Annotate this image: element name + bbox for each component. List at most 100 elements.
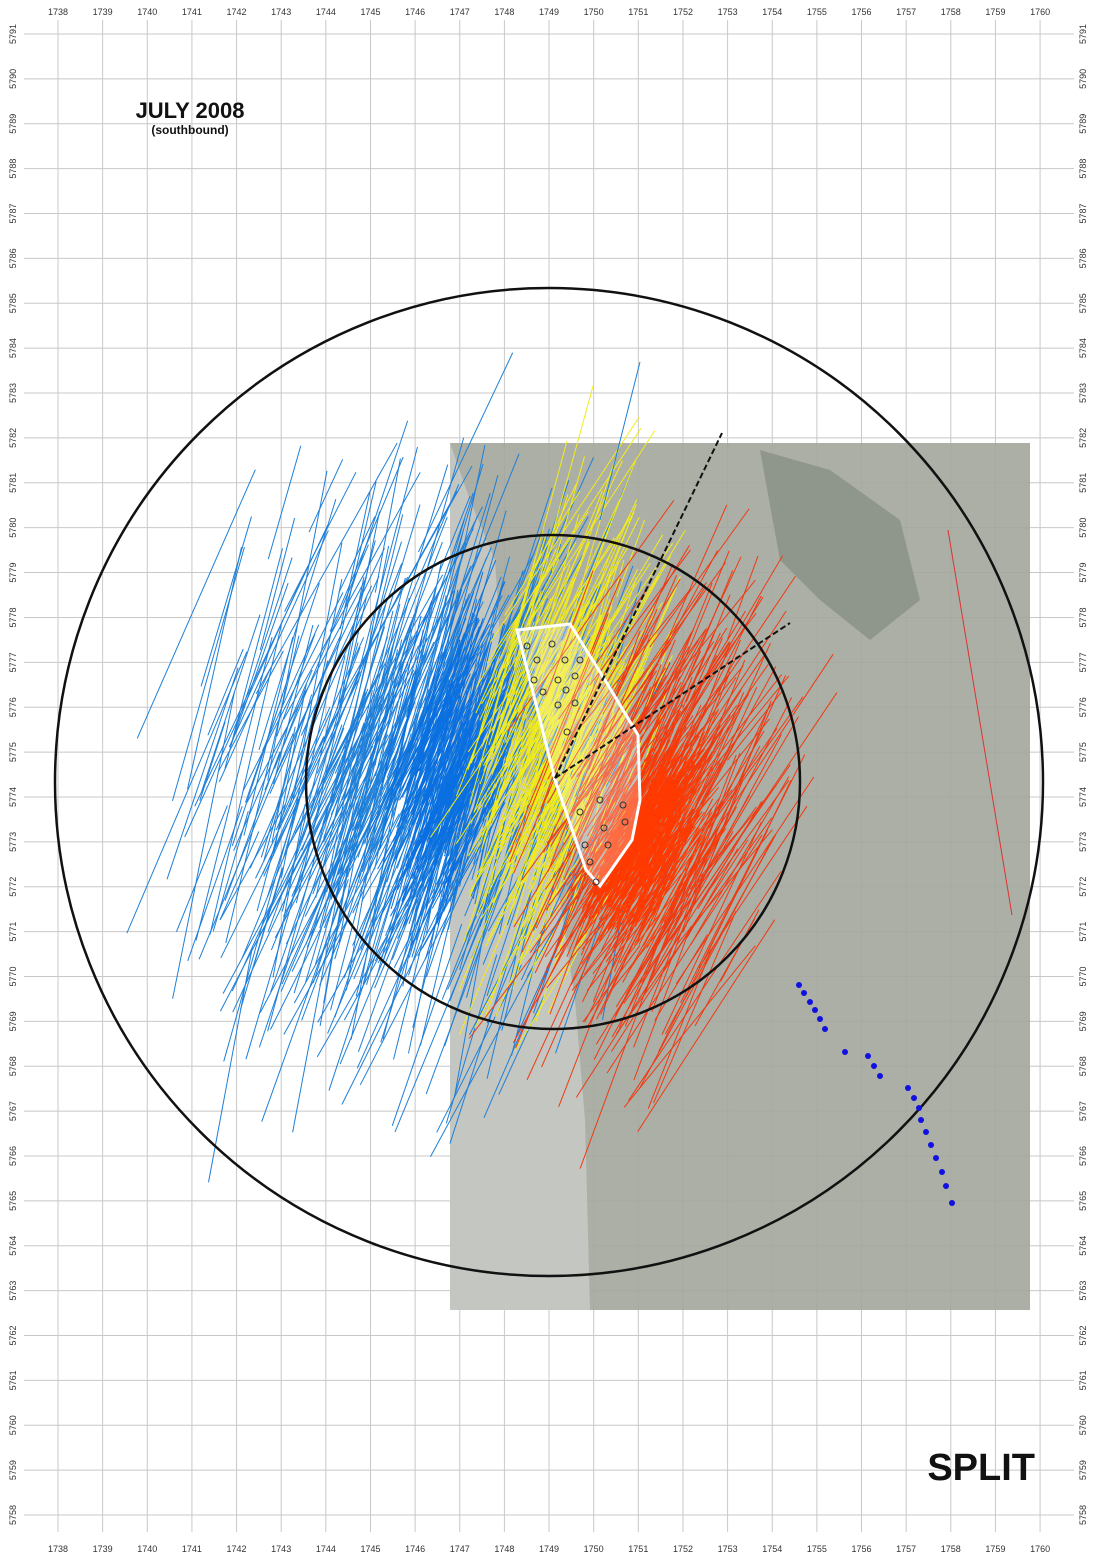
path-point xyxy=(877,1073,883,1079)
title: JULY 2008 xyxy=(136,98,245,123)
x-tick-label: 1745 xyxy=(360,7,380,17)
x-tick-label: 1752 xyxy=(673,7,693,17)
x-tick-label: 1741 xyxy=(182,7,202,17)
y-tick-label: 5788 xyxy=(8,159,18,179)
y-tick-label: 5791 xyxy=(8,24,18,44)
map: 1738 1738 1739 1739 1740 1740 1741 1741 1742 1742… xyxy=(0,0,1096,1559)
y-tick-label: 5791 xyxy=(1078,24,1088,44)
y-tick-label: 5777 xyxy=(8,652,18,672)
path-point xyxy=(928,1142,934,1148)
x-tick-label: 1740 xyxy=(137,7,157,17)
x-tick-label: 1759 xyxy=(985,7,1005,17)
x-tick-label: 1755 xyxy=(807,1544,827,1554)
y-tick-label: 5781 xyxy=(8,473,18,493)
track xyxy=(255,737,323,879)
y-tick-label: 5779 xyxy=(8,563,18,583)
path-point xyxy=(865,1053,871,1059)
y-tick-label: 5759 xyxy=(1078,1460,1088,1480)
x-tick-label: 1742 xyxy=(227,7,247,17)
y-tick-label: 5784 xyxy=(1078,338,1088,358)
y-tick-label: 5758 xyxy=(1078,1505,1088,1525)
y-tick-label: 5786 xyxy=(8,248,18,268)
track xyxy=(345,421,408,609)
path-point xyxy=(933,1155,939,1161)
path-point xyxy=(939,1169,945,1175)
y-tick-label: 5768 xyxy=(8,1056,18,1076)
y-tick-label: 5762 xyxy=(8,1326,18,1346)
y-tick-label: 5790 xyxy=(8,69,18,89)
path-point xyxy=(905,1085,911,1091)
x-tick-label: 1753 xyxy=(718,1544,738,1554)
x-tick-label: 1739 xyxy=(93,7,113,17)
x-tick-label: 1755 xyxy=(807,7,827,17)
x-tick-label: 1750 xyxy=(584,7,604,17)
x-tick-label: 1757 xyxy=(896,7,916,17)
x-tick-label: 1741 xyxy=(182,1544,202,1554)
y-tick-label: 5778 xyxy=(8,607,18,627)
y-tick-label: 5785 xyxy=(8,293,18,313)
x-tick-label: 1756 xyxy=(852,1544,872,1554)
y-tick-label: 5780 xyxy=(8,518,18,538)
path-point xyxy=(871,1063,877,1069)
x-tick-label: 1738 xyxy=(48,7,68,17)
y-tick-label: 5766 xyxy=(1078,1146,1088,1166)
path-point xyxy=(812,1007,818,1013)
x-tick-label: 1750 xyxy=(584,1544,604,1554)
y-tick-label: 5767 xyxy=(1078,1101,1088,1121)
y-tick-label: 5771 xyxy=(8,922,18,942)
y-tick-label: 5788 xyxy=(1078,159,1088,179)
y-tick-label: 5789 xyxy=(8,114,18,134)
x-tick-label: 1748 xyxy=(494,1544,514,1554)
x-tick-label: 1753 xyxy=(718,7,738,17)
x-tick-label: 1740 xyxy=(137,1544,157,1554)
x-tick-label: 1742 xyxy=(227,1544,247,1554)
y-tick-label: 5772 xyxy=(1078,877,1088,897)
y-tick-label: 5761 xyxy=(1078,1370,1088,1390)
y-tick-label: 5776 xyxy=(1078,697,1088,717)
y-tick-label: 5781 xyxy=(1078,473,1088,493)
x-tick-label: 1749 xyxy=(539,1544,559,1554)
x-tick-label: 1744 xyxy=(316,1544,336,1554)
y-tick-label: 5778 xyxy=(1078,607,1088,627)
path-point xyxy=(916,1105,922,1111)
track xyxy=(220,831,259,920)
track xyxy=(219,669,269,781)
track xyxy=(172,547,244,801)
x-tick-label: 1748 xyxy=(494,7,514,17)
y-tick-label: 5767 xyxy=(8,1101,18,1121)
y-tick-label: 5762 xyxy=(1078,1326,1088,1346)
y-tick-label: 5784 xyxy=(8,338,18,358)
x-tick-label: 1758 xyxy=(941,7,961,17)
y-tick-label: 5775 xyxy=(8,742,18,762)
y-tick-label: 5776 xyxy=(8,697,18,717)
y-tick-label: 5768 xyxy=(1078,1056,1088,1076)
x-tick-label: 1751 xyxy=(628,1544,648,1554)
y-tick-label: 5782 xyxy=(8,428,18,448)
y-tick-label: 5773 xyxy=(8,832,18,852)
x-tick-label: 1760 xyxy=(1030,7,1050,17)
x-tick-label: 1759 xyxy=(985,1544,1005,1554)
x-tick-label: 1743 xyxy=(271,1544,291,1554)
map-label: SPLIT xyxy=(927,1447,1035,1489)
y-tick-label: 5764 xyxy=(1078,1236,1088,1256)
x-tick-label: 1747 xyxy=(450,7,470,17)
x-tick-label: 1739 xyxy=(93,1544,113,1554)
track xyxy=(223,898,275,994)
y-tick-label: 5773 xyxy=(1078,832,1088,852)
x-tick-label: 1746 xyxy=(405,1544,425,1554)
y-tick-label: 5769 xyxy=(1078,1011,1088,1031)
x-tick-label: 1738 xyxy=(48,1544,68,1554)
y-tick-label: 5769 xyxy=(8,1011,18,1031)
y-tick-label: 5787 xyxy=(8,204,18,224)
path-point xyxy=(943,1183,949,1189)
track xyxy=(201,517,251,687)
track xyxy=(260,518,294,650)
x-tick-label: 1747 xyxy=(450,1544,470,1554)
y-tick-label: 5766 xyxy=(8,1146,18,1166)
y-tick-label: 5760 xyxy=(8,1415,18,1435)
y-tick-label: 5779 xyxy=(1078,563,1088,583)
y-tick-label: 5759 xyxy=(8,1460,18,1480)
track xyxy=(362,546,389,682)
path-point xyxy=(822,1026,828,1032)
y-tick-label: 5770 xyxy=(1078,966,1088,986)
